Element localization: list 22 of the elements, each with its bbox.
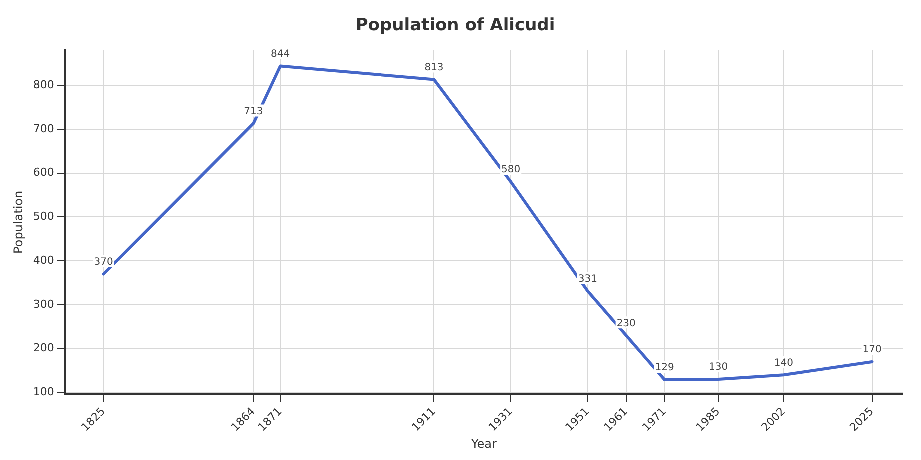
data-label: 130: [709, 362, 728, 374]
chart-title: Population of Alicudi: [356, 16, 556, 36]
y-tick-label: 800: [33, 78, 54, 92]
data-label: 580: [502, 164, 521, 176]
data-label: 129: [655, 362, 674, 374]
y-tick-label: 600: [33, 166, 54, 180]
x-axis-title: Year: [470, 436, 497, 451]
data-label: 813: [424, 62, 444, 74]
data-label: 370: [94, 256, 114, 268]
y-axis-title: Population: [11, 190, 26, 254]
y-tick-label: 200: [33, 342, 54, 355]
y-tick-label: 100: [33, 386, 54, 399]
y-tick-label: 400: [33, 254, 54, 267]
y-tick-label: 700: [33, 122, 54, 136]
data-label: 844: [271, 48, 290, 60]
data-label: 713: [244, 106, 264, 118]
y-tick-label: 300: [33, 298, 54, 311]
y-tick-label: 500: [33, 210, 54, 224]
data-label: 230: [616, 318, 636, 330]
data-label: 170: [862, 344, 882, 356]
data-label: 140: [774, 358, 794, 369]
data-label: 331: [578, 274, 598, 285]
